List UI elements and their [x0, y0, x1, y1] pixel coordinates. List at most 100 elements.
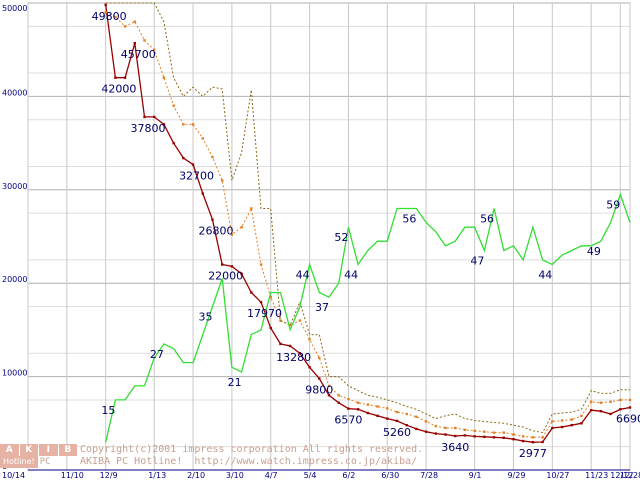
data-point-price-min	[143, 115, 146, 119]
shop-count-label: 59	[606, 198, 620, 211]
data-point-price-min	[191, 163, 195, 166]
data-point-price-min	[153, 115, 156, 119]
data-point-price-avg	[386, 407, 389, 410]
data-point-price-min	[279, 342, 282, 346]
y-tick-label: 20000	[2, 275, 27, 284]
data-point-price-min	[521, 439, 525, 443]
data-point-price-avg	[570, 418, 573, 421]
data-point-price-avg	[308, 338, 311, 341]
data-point-price-avg	[454, 426, 457, 430]
price-label: 17970	[247, 307, 282, 320]
y-tick-label: 30000	[2, 182, 27, 191]
logo-pc: PC	[39, 457, 51, 467]
price-label: 9800	[305, 383, 333, 396]
data-point-price-min	[104, 3, 107, 7]
data-point-price-avg	[269, 296, 272, 299]
data-point-price-min	[628, 406, 632, 409]
data-point-price-min	[415, 427, 418, 431]
shop-count-label: 49	[587, 245, 601, 258]
akiba-logo: A K I B Hotline! PC	[0, 444, 78, 468]
x-tick-label: 5/4	[304, 471, 317, 480]
price-label: 6690	[616, 413, 640, 426]
shop-count-label: 27	[150, 348, 164, 361]
data-point-price-min	[230, 265, 234, 268]
logo-tag: Hotline!	[0, 456, 38, 468]
data-point-price-avg	[531, 436, 535, 439]
data-point-price-min	[560, 425, 564, 429]
shop-count-label: 35	[198, 311, 212, 324]
data-point-price-min	[220, 263, 224, 266]
data-point-price-avg	[492, 431, 496, 434]
data-point-price-avg	[628, 398, 632, 402]
x-tick-label: 9/1	[469, 471, 482, 480]
data-point-price-min	[541, 440, 544, 444]
data-point-price-min	[619, 408, 622, 411]
data-point-price-avg	[405, 412, 408, 416]
data-point-price-avg	[318, 356, 321, 360]
data-point-price-avg	[483, 430, 486, 433]
shop-count-label: 47	[470, 255, 484, 268]
data-point-price-min	[366, 411, 370, 415]
x-tick-label: 10/27	[546, 471, 569, 480]
data-point-price-min	[454, 434, 457, 438]
data-point-price-min	[298, 352, 302, 355]
x-tick-label: 12/9	[100, 471, 118, 480]
shop-count-label: 56	[402, 212, 416, 225]
data-point-price-avg	[153, 48, 156, 51]
data-point-price-avg	[619, 398, 622, 402]
price-label: 26800	[198, 225, 233, 238]
logo-letter: B	[58, 444, 77, 456]
data-point-price-avg	[444, 426, 447, 430]
data-point-price-min	[463, 434, 467, 437]
shop-count-label: 15	[101, 404, 115, 417]
x-tick-label: 7/28	[420, 471, 438, 480]
x-tick-label: 9/29	[507, 471, 525, 480]
data-point-price-avg	[279, 319, 282, 322]
data-point-price-avg	[347, 397, 350, 401]
data-point-price-min	[269, 326, 272, 330]
shop-count-label: 37	[315, 301, 329, 314]
data-point-price-avg	[473, 429, 476, 432]
data-point-price-avg	[182, 123, 185, 126]
data-point-price-avg	[298, 319, 302, 322]
data-point-price-avg	[502, 431, 505, 434]
price-label: 37800	[131, 122, 166, 135]
data-point-price-min	[386, 417, 389, 420]
data-point-price-avg	[240, 225, 243, 229]
x-tick-label: 12/28	[620, 471, 640, 480]
data-point-price-min	[424, 430, 428, 433]
y-tick-label: 40000	[2, 88, 27, 97]
data-point-price-min	[288, 344, 292, 348]
data-point-price-avg	[104, 11, 107, 14]
data-point-price-avg	[201, 137, 204, 140]
data-point-price-avg	[220, 179, 224, 182]
price-label: 22000	[208, 270, 243, 283]
price-label: 2977	[519, 447, 547, 460]
data-point-price-min	[318, 377, 321, 380]
data-point-price-min	[512, 437, 515, 441]
data-point-price-avg	[599, 401, 603, 404]
data-point-price-avg	[415, 415, 418, 418]
data-point-price-min	[570, 423, 573, 427]
x-tick-label: 11/23	[585, 471, 608, 480]
data-point-price-avg	[589, 400, 593, 404]
data-point-price-avg	[521, 435, 525, 438]
data-point-price-avg	[356, 401, 360, 404]
data-point-price-min	[162, 123, 166, 126]
axes: 0100002000030000400005000010/1411/1012/9…	[2, 4, 640, 480]
data-point-price-min	[259, 300, 263, 304]
data-point-price-min	[434, 432, 438, 435]
x-tick-label: 6/2	[342, 471, 355, 480]
data-point-price-min	[376, 414, 379, 418]
data-point-price-avg	[143, 39, 146, 42]
x-tick-label: 12/12	[610, 471, 633, 480]
data-point-price-avg	[395, 410, 399, 414]
data-point-price-min	[405, 423, 408, 427]
series-line-price-max	[105, 2, 630, 434]
data-point-price-min	[502, 436, 505, 439]
data-point-price-min	[123, 76, 127, 79]
data-point-price-min	[308, 366, 311, 369]
data-point-price-avg	[551, 420, 554, 423]
series-line-shop-count	[105, 192, 631, 443]
